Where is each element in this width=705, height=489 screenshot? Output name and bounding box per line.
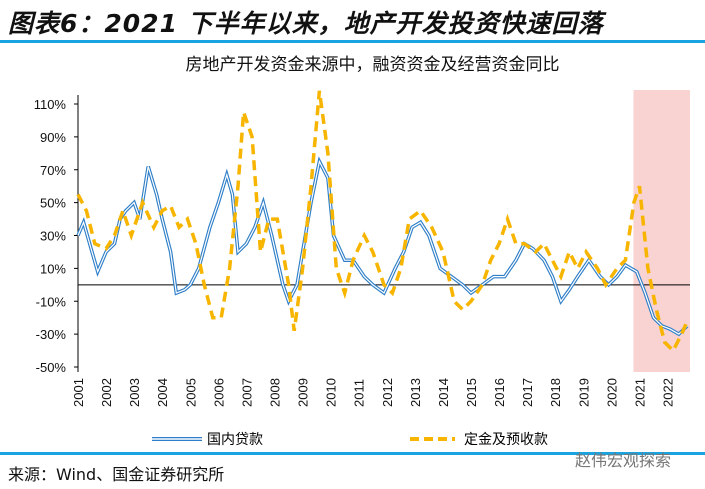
bottom-rule bbox=[0, 452, 705, 455]
x-tick-label: 2005 bbox=[183, 378, 198, 407]
x-tick-label: 2018 bbox=[548, 378, 563, 407]
legend-label: 国内贷款 bbox=[207, 432, 263, 448]
y-tick-label: 10% bbox=[40, 261, 66, 276]
top-rule bbox=[0, 40, 705, 43]
x-tick-label: 2016 bbox=[492, 378, 507, 407]
x-tick-label: 2010 bbox=[324, 378, 339, 407]
y-tick-label: -50% bbox=[36, 360, 67, 375]
x-tick-label: 2020 bbox=[604, 378, 619, 407]
x-tick-label: 2009 bbox=[296, 378, 311, 407]
legend-label: 定金及预收款 bbox=[464, 432, 548, 448]
x-tick-label: 2012 bbox=[380, 378, 395, 407]
series-line-inner bbox=[77, 159, 688, 335]
x-tick-label: 2014 bbox=[436, 378, 451, 407]
figure-title: 图表6：2021 下半年以来，地产开发投资快速回落 bbox=[8, 9, 604, 38]
x-tick-label: 2019 bbox=[576, 378, 591, 407]
chart-title: 房地产开发资金来源中，融资资金及经营资金同比 bbox=[185, 55, 560, 75]
y-tick-label: 90% bbox=[40, 130, 66, 145]
x-tick-label: 2021 bbox=[632, 378, 647, 407]
source-note: 来源：Wind、国金证券研究所 bbox=[8, 465, 225, 484]
x-tick-label: 2006 bbox=[211, 378, 226, 407]
legend: 国内贷款 定金及预收款 bbox=[152, 432, 548, 448]
chart: 110% 90% 70% 50% 30% 10% -10% -30% -50% 2001 2002 2… bbox=[34, 90, 690, 448]
x-tick-label: 2001 bbox=[71, 378, 86, 407]
y-tick-label: -10% bbox=[36, 294, 67, 309]
y-tick-label: 70% bbox=[40, 163, 66, 178]
x-tick-label: 2008 bbox=[268, 378, 283, 407]
x-tick-label: 2015 bbox=[464, 378, 479, 407]
x-tick-label: 2004 bbox=[155, 378, 170, 407]
x-tick-label: 2011 bbox=[352, 379, 367, 407]
x-tick-label: 2022 bbox=[661, 378, 676, 407]
x-tick-label: 2013 bbox=[408, 378, 423, 407]
y-tick-label: 50% bbox=[40, 196, 66, 211]
x-tick-label: 2002 bbox=[99, 378, 114, 407]
x-tick-label: 2007 bbox=[239, 378, 254, 407]
watermark: 赵伟宏观探索 bbox=[575, 451, 672, 470]
y-tick-label: 110% bbox=[34, 97, 67, 112]
series-line-deposits-advances bbox=[76, 90, 689, 354]
y-tick-label: -30% bbox=[36, 327, 67, 342]
x-tick-label: 2017 bbox=[520, 378, 535, 407]
y-tick-label: 30% bbox=[40, 229, 66, 244]
x-tick-label: 2003 bbox=[127, 378, 142, 407]
